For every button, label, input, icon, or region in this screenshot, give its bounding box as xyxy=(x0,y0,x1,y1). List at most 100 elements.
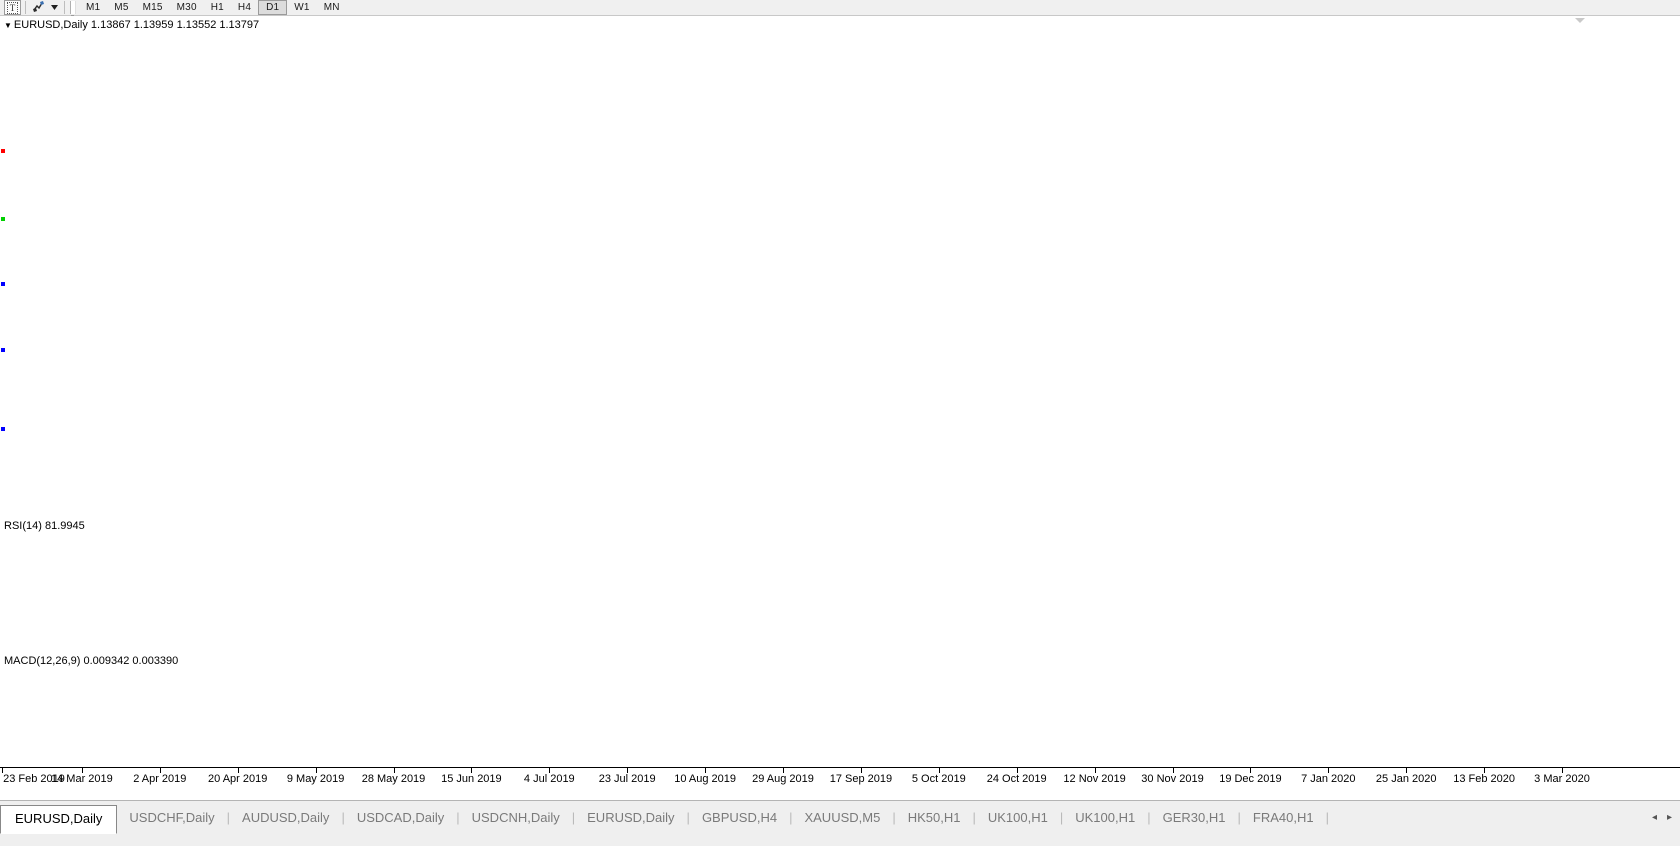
date-tick-label: 12 Nov 2019 xyxy=(1063,773,1126,785)
date-tick xyxy=(81,768,83,773)
tab-divider: | xyxy=(1325,810,1329,825)
chart-tabbar[interactable]: EURUSD,Daily USDCHF,Daily | AUDUSD,Daily | US… xyxy=(0,800,1680,846)
chart-tab-hk50-h1[interactable]: HK50,H1 xyxy=(907,810,961,825)
date-tick-label: 4 Jul 2019 xyxy=(523,773,575,785)
date-tick-label: 24 Oct 2019 xyxy=(986,773,1047,785)
level-anchor[interactable] xyxy=(0,346,6,353)
date-tick-label: 30 Nov 2019 xyxy=(1141,773,1204,785)
tab-divider: | xyxy=(789,810,793,825)
chart-tab-usdchf-daily[interactable]: USDCHF,Daily xyxy=(129,810,215,825)
tab-divider: | xyxy=(341,810,345,825)
chart-tab-fra40-h1[interactable]: FRA40,H1 xyxy=(1252,810,1314,825)
chart-tab-eurusd-daily[interactable]: EURUSD,Daily xyxy=(587,810,675,825)
date-tick xyxy=(1094,768,1096,773)
timeframe-w1[interactable]: W1 xyxy=(294,2,310,13)
indicators-icon[interactable] xyxy=(30,0,47,15)
chart-symbol-header: ▼ EURUSD,Daily 1.13867 1.13959 1.13552 1.… xyxy=(4,19,259,31)
tab-divider: | xyxy=(1147,810,1151,825)
date-axis[interactable]: 23 Feb 2019 14 Mar 2019 2 Apr 2019 20 Apr 2… xyxy=(0,767,1680,800)
date-tick-label: 19 Dec 2019 xyxy=(1219,773,1282,785)
level-anchor[interactable] xyxy=(0,281,6,288)
date-tick xyxy=(1562,768,1563,773)
date-tick xyxy=(2,768,3,773)
date-tick-label: 23 Jul 2019 xyxy=(598,773,656,785)
scroll-marker-icon[interactable] xyxy=(1575,18,1585,23)
chart-container[interactable]: ▼ EURUSD,Daily 1.13867 1.13959 1.13552 1.… xyxy=(0,16,1680,800)
level-anchor[interactable] xyxy=(0,426,6,433)
tab-divider: | xyxy=(972,810,976,825)
chart-tab-xauusd-m5[interactable]: XAUUSD,M5 xyxy=(804,810,881,825)
date-tick-label: 2 Apr 2019 xyxy=(133,773,187,785)
date-tick-label: 25 Jan 2020 xyxy=(1375,773,1437,785)
date-tick-label: 7 Jan 2020 xyxy=(1301,773,1356,785)
date-tick xyxy=(1016,768,1018,773)
timeframe-m15[interactable]: M15 xyxy=(142,2,163,13)
drag-grip-icon[interactable] xyxy=(70,1,76,26)
date-tick xyxy=(627,768,629,773)
rsi-label: RSI(14) 81.9945 xyxy=(4,520,85,532)
tab-divider: | xyxy=(686,810,690,825)
chevron-down-icon[interactable] xyxy=(49,0,60,15)
date-tick-label: 23 Feb 2019 xyxy=(3,773,65,785)
date-tick-label: 29 Aug 2019 xyxy=(752,773,814,785)
date-tick-label: 9 May 2019 xyxy=(286,773,345,785)
timeframe-m5[interactable]: M5 xyxy=(114,2,129,13)
timeframe-h4[interactable]: H4 xyxy=(237,2,252,13)
text-cursor-icon[interactable]: T xyxy=(4,0,21,15)
timeframe-d1[interactable]: D1 xyxy=(258,0,288,15)
main-toolbar: T M1 M5 M15 M30 H1 H4 D1 W1 MN xyxy=(0,0,1680,26)
date-tick xyxy=(1328,768,1330,773)
date-tick-label: 13 Feb 2020 xyxy=(1453,773,1515,785)
level-anchor[interactable] xyxy=(0,148,6,155)
date-tick xyxy=(1250,768,1252,773)
chart-tab-usdcnh-daily[interactable]: USDCNH,Daily xyxy=(471,810,560,825)
date-tick-label: 5 Oct 2019 xyxy=(911,773,966,785)
date-tick-label: 17 Sep 2019 xyxy=(829,773,893,785)
chevron-left-icon[interactable]: ◂ xyxy=(1651,812,1657,823)
timeframe-m1[interactable]: M1 xyxy=(86,2,101,13)
date-tick-label: 3 Mar 2020 xyxy=(1534,773,1590,785)
date-tick xyxy=(938,768,940,773)
date-tick xyxy=(783,768,784,773)
date-tick xyxy=(393,768,395,773)
date-tick-label: 14 Mar 2019 xyxy=(51,773,113,785)
date-tick-label: 15 Jun 2019 xyxy=(441,773,502,785)
chart-tab-uk100-h1[interactable]: UK100,H1 xyxy=(1075,810,1136,825)
date-tick xyxy=(705,768,707,773)
date-tick-label: 10 Aug 2019 xyxy=(674,773,736,785)
chevron-right-icon[interactable]: ▸ xyxy=(1666,812,1672,823)
date-tick xyxy=(315,768,317,773)
tab-scroll-controls[interactable]: ◂ ▸ xyxy=(1652,805,1680,823)
tab-divider: | xyxy=(892,810,896,825)
text-tool-label: T xyxy=(6,1,19,14)
date-tick xyxy=(159,768,161,773)
level-anchor[interactable] xyxy=(0,215,6,222)
date-tick xyxy=(860,768,862,773)
chart-tab-ger30-h1[interactable]: GER30,H1 xyxy=(1162,810,1226,825)
tab-divider: | xyxy=(1059,810,1064,825)
date-tick-label: 20 Apr 2019 xyxy=(208,773,268,785)
tab-divider: | xyxy=(226,810,231,825)
date-tick xyxy=(1172,768,1174,773)
tab-divider: | xyxy=(456,810,460,825)
date-tick xyxy=(471,768,473,773)
toolbar-divider xyxy=(25,1,26,14)
date-tick-label: 28 May 2019 xyxy=(361,773,426,785)
chart-tab-eurusd-daily[interactable]: EURUSD,Daily xyxy=(0,805,118,834)
toolbar-divider-2 xyxy=(64,1,65,14)
date-tick xyxy=(1484,768,1486,773)
timeframe-mn[interactable]: MN xyxy=(323,2,340,13)
triangle-down-icon[interactable]: ▼ xyxy=(4,21,12,30)
date-tick xyxy=(549,768,551,773)
chart-tab-gbpusd-h4[interactable]: GBPUSD,H4 xyxy=(701,810,778,825)
chart-tab-audusd-daily[interactable]: AUDUSD,Daily xyxy=(242,810,330,825)
timeframe-m30[interactable]: M30 xyxy=(176,2,197,13)
tab-divider: | xyxy=(1237,810,1241,825)
date-tick xyxy=(237,768,239,773)
chart-tab-usdcad-daily[interactable]: USDCAD,Daily xyxy=(356,810,445,825)
date-tick xyxy=(1406,768,1408,773)
tab-divider: | xyxy=(571,810,576,825)
symbol-ohlc-label: EURUSD,Daily 1.13867 1.13959 1.13552 1.1… xyxy=(13,19,260,31)
chart-tab-uk100-h1[interactable]: UK100,H1 xyxy=(987,810,1048,825)
timeframe-h1[interactable]: H1 xyxy=(210,2,224,13)
